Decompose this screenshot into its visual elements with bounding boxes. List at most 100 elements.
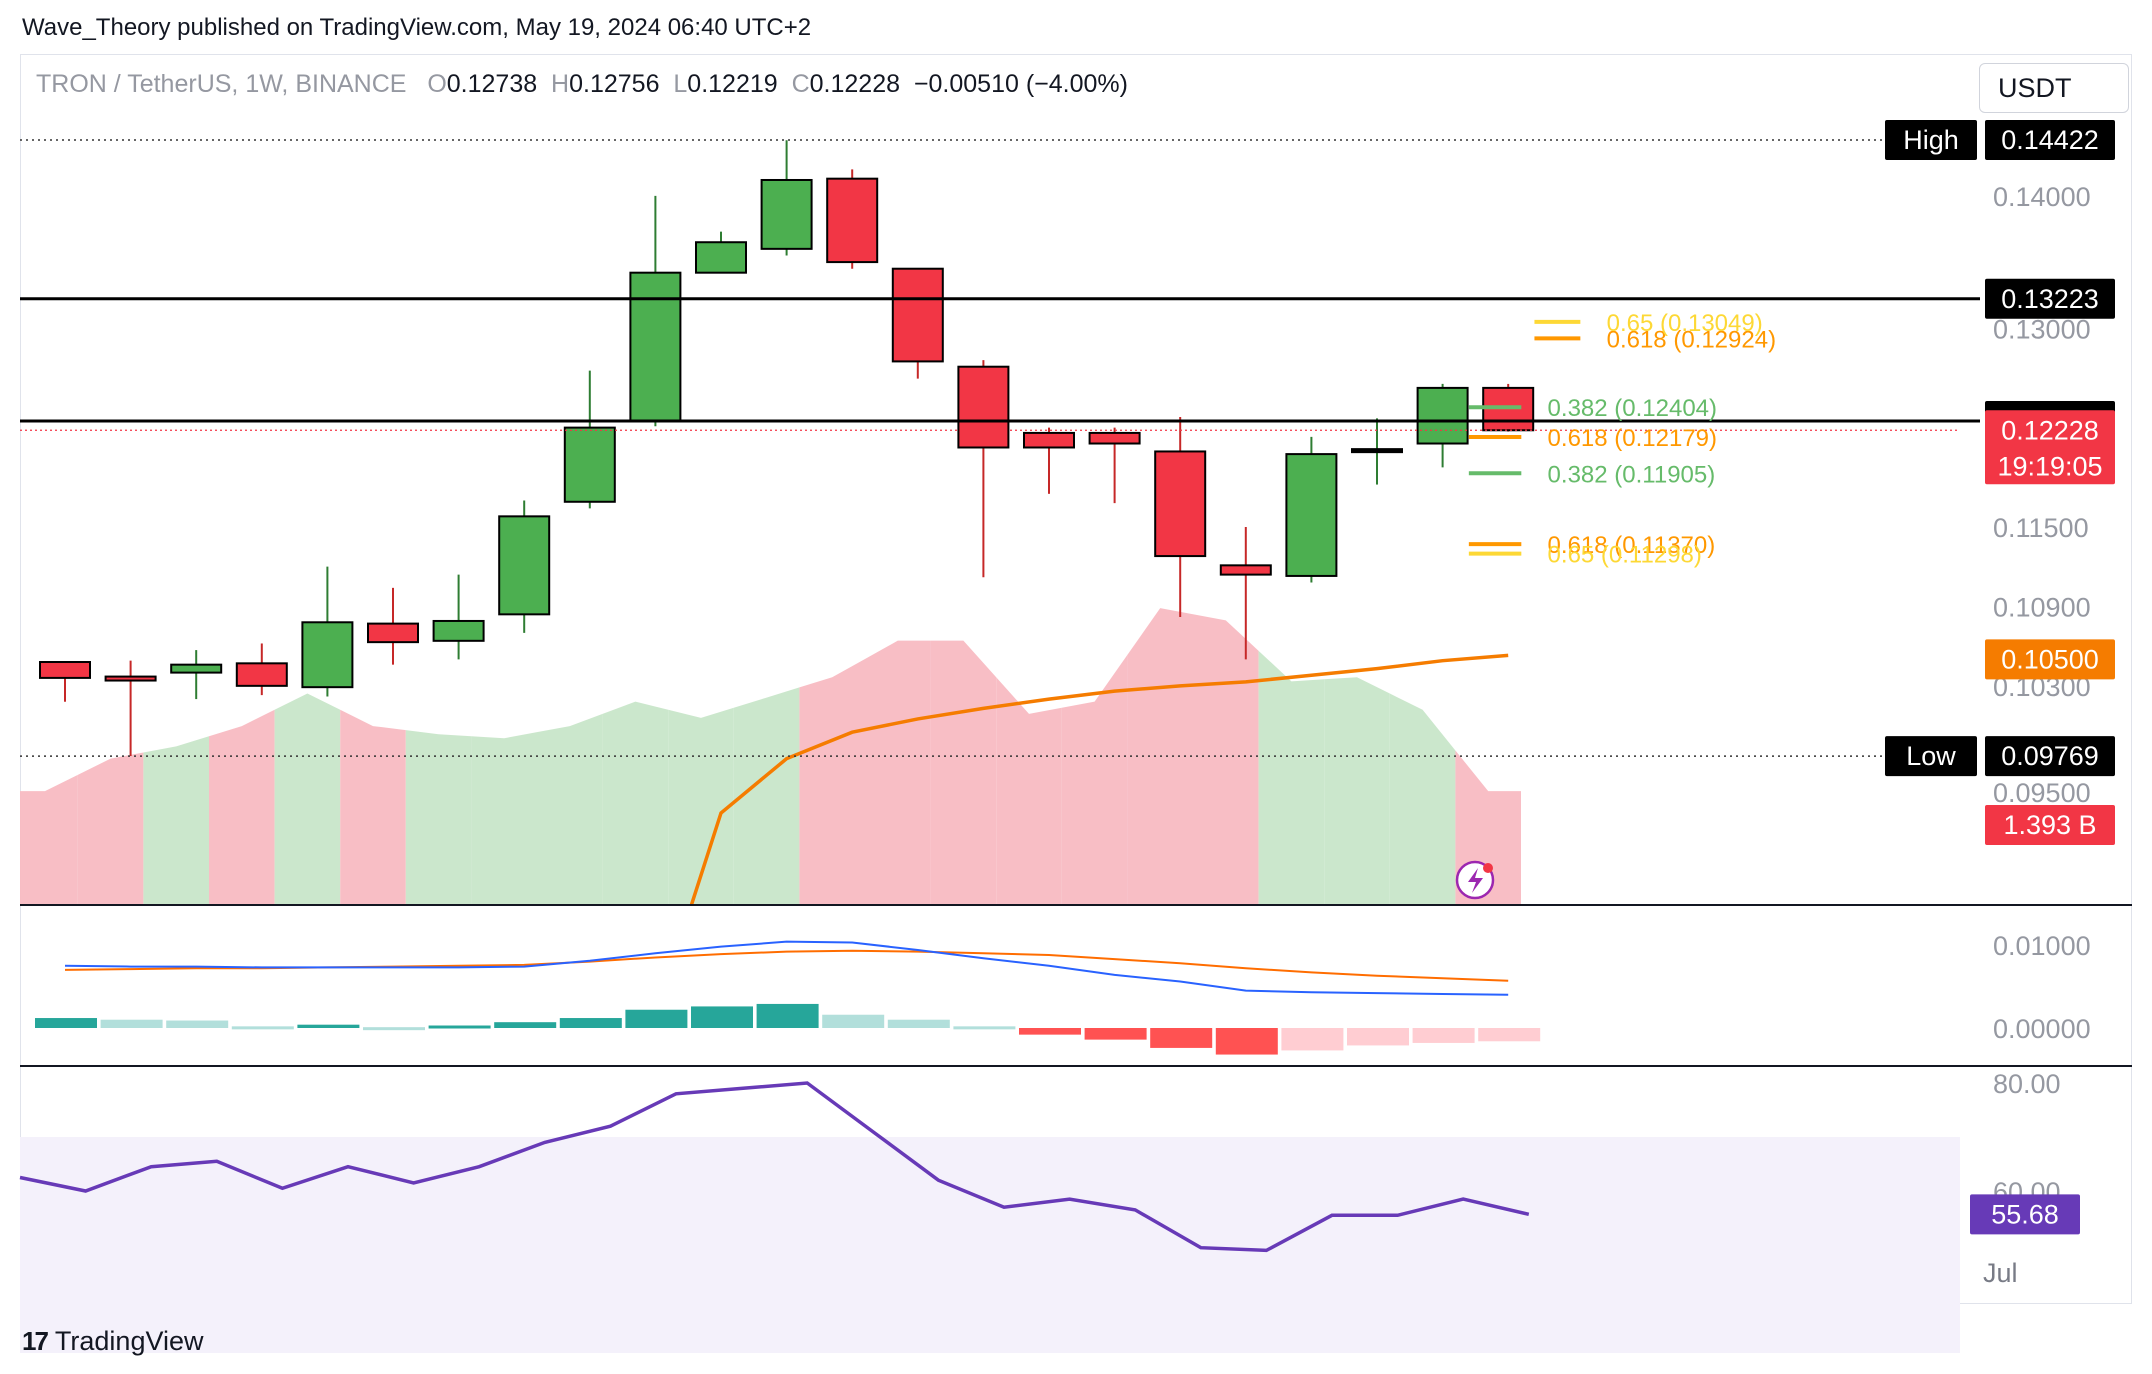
volume-area xyxy=(471,732,537,905)
volume-area xyxy=(274,693,341,905)
close-value: 0.12228 xyxy=(809,70,901,98)
fib-label: 0.382 (0.12404) xyxy=(1548,395,1717,422)
extreme-tag-label: Low xyxy=(1906,741,1956,771)
price-axis-label: 0.11500 xyxy=(1993,513,2089,543)
price-level-tag-bg xyxy=(1985,736,2115,777)
price-level-tag-bg xyxy=(1985,278,2115,319)
volume-area xyxy=(209,709,275,905)
candle-body xyxy=(957,365,1010,449)
volume-area xyxy=(340,709,406,905)
lightning-icon-bolt xyxy=(1468,868,1483,893)
macd-histogram-bar xyxy=(35,1018,97,1028)
candle-body xyxy=(563,426,616,503)
rsi-axis-label: 80.00 xyxy=(1993,1069,2061,1099)
macd-histogram-bar xyxy=(231,1026,294,1030)
symbol-legend: TRON / TetherUS, 1W, BINANCE O0.12738 H 0… xyxy=(36,70,1128,99)
tradingview-logo[interactable]: 17 TradingView xyxy=(22,1326,204,1357)
ema-price-tag: 0.10500 xyxy=(2001,644,2099,674)
extreme-tag-bg xyxy=(1885,120,1977,160)
volume-area xyxy=(865,640,931,905)
candle-body xyxy=(1416,386,1469,445)
candle-body xyxy=(498,515,551,616)
candle-body xyxy=(629,271,682,422)
ema-line xyxy=(689,653,1509,905)
fib-label: 0.382 (0.11905) xyxy=(1548,461,1716,488)
macd-histogram-bar xyxy=(1281,1028,1344,1051)
price-axis-label: 0.13000 xyxy=(1993,314,2091,344)
current-price-tag-bg xyxy=(1985,410,2115,485)
ema-price-tag-bg xyxy=(1985,639,2115,680)
volume-area xyxy=(602,701,669,905)
candle-body xyxy=(1088,431,1141,445)
candle-body xyxy=(170,663,223,674)
candle-body xyxy=(39,661,91,679)
macd-histogram-bar xyxy=(363,1027,425,1031)
volume-area xyxy=(1258,650,1325,905)
price-level-tag-bg xyxy=(1985,120,2115,160)
open-value: 0.12738 xyxy=(446,70,538,98)
candle-body xyxy=(826,177,879,264)
x-axis-label: Jul xyxy=(1983,1258,2018,1288)
macd-histogram-bar xyxy=(691,1006,753,1028)
volume-area xyxy=(20,774,78,905)
fib-label: 0.618 (0.12179) xyxy=(1548,425,1717,452)
macd-histogram-bar xyxy=(100,1019,163,1028)
rsi-value-tag: 55.68 xyxy=(1991,1199,2059,1229)
rsi-value-tag-bg xyxy=(1970,1194,2080,1235)
macd-histogram-bar xyxy=(166,1020,229,1028)
candle-body xyxy=(367,622,419,644)
macd-histogram-bar xyxy=(559,1018,622,1028)
macd-axis-label: 0.00000 xyxy=(1993,1014,2091,1044)
macd-axis-label: 0.01000 xyxy=(1993,931,2091,961)
macd-histogram-bar xyxy=(1412,1028,1475,1043)
volume-area xyxy=(799,658,865,905)
candle-body xyxy=(695,241,747,274)
candle-body xyxy=(1154,450,1207,558)
current-price-tag: 0.12228 xyxy=(2001,415,2099,445)
rsi-line xyxy=(19,1081,1530,1253)
macd-histogram-bar xyxy=(756,1003,819,1028)
low-label: L xyxy=(673,70,688,98)
volume-area xyxy=(668,707,734,905)
tradingview-logo-icon: 17 xyxy=(22,1326,49,1356)
candle-body xyxy=(301,621,354,689)
price-axis-label: 0.10900 xyxy=(1993,592,2091,622)
high-label: H xyxy=(551,70,570,98)
macd-histogram-bar xyxy=(1084,1028,1147,1040)
candle-body xyxy=(235,662,288,687)
candle-body xyxy=(432,619,485,642)
price-level-tag: 0.14422 xyxy=(2001,125,2099,155)
fib-label: 0.618 (0.12924) xyxy=(1607,326,1776,353)
fib-label: 0.65 (0.11298) xyxy=(1548,542,1702,569)
macd-histogram-bar xyxy=(1150,1028,1213,1048)
currency-selector[interactable]: USDT xyxy=(1979,63,2129,113)
macd-histogram-bar xyxy=(953,1026,1016,1030)
price-level-tag: 0.09769 xyxy=(2001,741,2099,771)
symbol-name: TRON / TetherUS, 1W, BINANCE xyxy=(36,70,407,98)
open-label: O xyxy=(427,70,447,98)
macd-histogram-bar xyxy=(428,1025,491,1029)
extreme-tag-bg xyxy=(1885,736,1977,777)
candle-body xyxy=(1023,431,1075,449)
volume-area xyxy=(996,677,1062,905)
publisher-attribution: Wave_Theory published on TradingView.com… xyxy=(22,14,812,41)
macd-histogram-bar xyxy=(494,1022,557,1028)
rsi-band xyxy=(20,1137,1960,1353)
macd-histogram-bar xyxy=(297,1024,360,1028)
tradingview-logo-text: TradingView xyxy=(54,1326,204,1356)
macd-histogram-bar xyxy=(625,1009,688,1028)
main-pane xyxy=(20,140,1535,905)
macd-histogram-bar xyxy=(822,1014,885,1028)
low-value: 0.12219 xyxy=(687,70,778,98)
macd-histogram-bar xyxy=(1215,1028,1278,1055)
macd-signal-line xyxy=(64,949,1509,982)
candle-body xyxy=(1219,564,1272,576)
macd-line xyxy=(64,940,1509,996)
macd-histogram-bar xyxy=(887,1019,950,1028)
change-value: −0.00510 (−4.00%) xyxy=(913,70,1128,98)
lightning-icon xyxy=(1455,860,1495,900)
volume-area xyxy=(1061,654,1128,905)
candle-body xyxy=(104,675,157,682)
volume-area xyxy=(1193,614,1259,905)
